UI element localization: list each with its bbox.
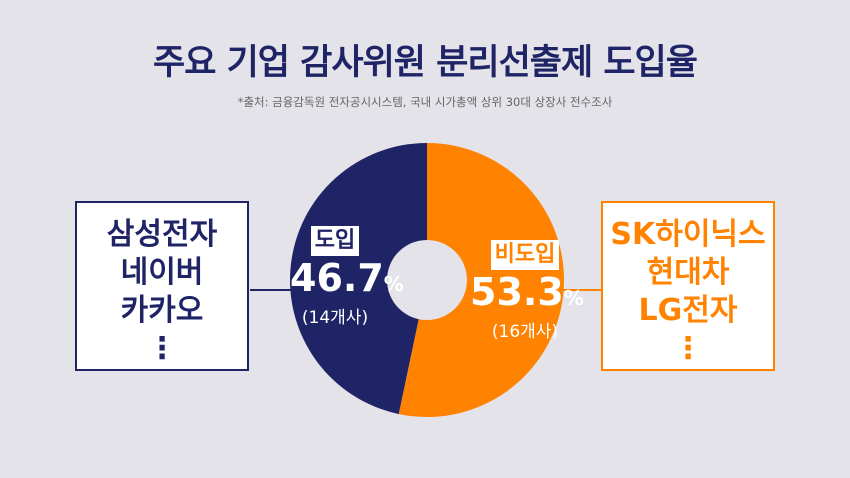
chart-title: 주요 기업 감사위원 분리선출제 도입율: [153, 43, 698, 83]
adopted-percent: 46.7%: [290, 256, 404, 300]
company: 현대차: [646, 255, 730, 290]
slice-non-adopted: [398, 143, 564, 417]
adopted-count: (14개사): [301, 308, 369, 328]
ellipsis: ⋮: [147, 331, 177, 366]
non-adopted-tag: 비도입: [490, 240, 560, 270]
slice-adopted: [290, 143, 427, 415]
non-adopted-count: (16개사): [491, 322, 559, 342]
non-adopted-companies-box: SK하이닉스 현대차 LG전자 ⋮: [601, 201, 775, 371]
adopted-companies-box: 삼성전자 네이버 카카오 ⋮: [75, 201, 249, 371]
company: SK하이닉스: [610, 217, 766, 252]
adopted-label: 도입 46.7% (14개사): [290, 226, 404, 330]
non-adopted-percent: 53.3%: [470, 270, 584, 314]
non-adopted-label: 비도입 53.3% (16개사): [470, 240, 584, 344]
donut-hole: [387, 240, 467, 320]
ellipsis: ⋮: [673, 331, 703, 366]
company: LG전자: [638, 293, 738, 328]
company: 삼성전자: [106, 217, 218, 252]
adopted-tag: 도입: [310, 226, 360, 256]
company: 네이버: [120, 255, 204, 290]
company: 카카오: [120, 293, 204, 328]
chart-source: *출처: 금융감독원 전자공시시스템, 국내 시가총액 상위 30대 상장사 전…: [237, 95, 613, 109]
